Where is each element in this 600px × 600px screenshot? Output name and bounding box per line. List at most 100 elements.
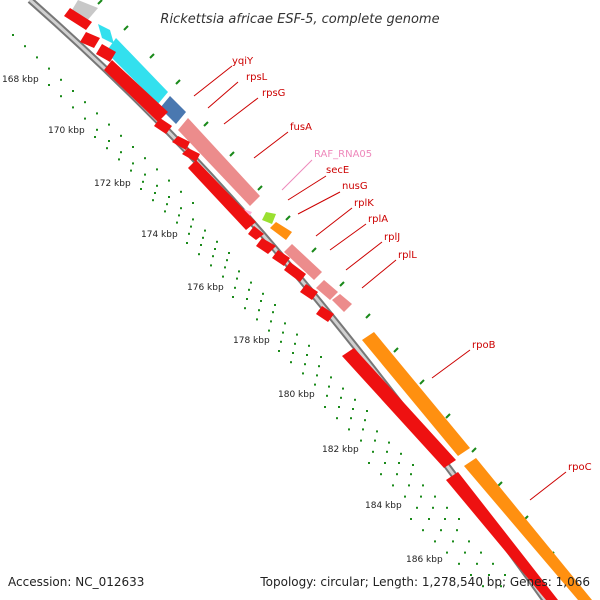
tick-dot-2-0	[94, 136, 96, 138]
tick-dot-3-6	[212, 255, 214, 258]
tick-dot-5-4	[280, 340, 282, 343]
feature-cyan-2	[106, 38, 168, 104]
tick-dot-5-9	[340, 396, 342, 399]
leader-RAF_RNA05	[281, 159, 313, 191]
tick-dot-6-7	[362, 428, 364, 431]
tick-dot-1-14	[216, 240, 218, 243]
tick-dot-4-4	[234, 286, 236, 289]
tick-dot-0-13	[168, 179, 170, 182]
tick-label-184: 184 kbp	[365, 501, 402, 511]
feature-gray	[72, 0, 98, 22]
tick-dot-3-2	[164, 210, 166, 213]
tick-dot-0-10	[132, 146, 134, 148]
ruler-dash-15	[497, 481, 503, 487]
ruler-dash-13	[445, 413, 451, 419]
leader-rplL	[361, 259, 397, 289]
tick-dot-3-7	[224, 266, 226, 269]
label-leaders	[193, 65, 567, 501]
tick-dot-4-9	[294, 342, 296, 345]
tick-dot-7-1	[336, 417, 338, 420]
ruler-dash-11	[393, 347, 399, 353]
tick-dot-2-4	[142, 180, 144, 183]
tick-dot-1-5	[108, 140, 110, 142]
tick-dot-1-11	[180, 207, 182, 210]
feature-red-9	[248, 226, 264, 240]
gene-label-rplJ: rplJ	[384, 232, 400, 243]
tick-dot-6-8	[374, 439, 376, 442]
map-title: Rickettsia africae ESF-5, complete genom…	[160, 12, 439, 27]
feature-rpoC	[464, 458, 592, 600]
leader-fusA	[253, 131, 289, 159]
gene-label-rpsL: rpsL	[246, 72, 268, 83]
tick-dot-7-5	[384, 462, 386, 464]
tick-dot-7-12	[468, 540, 470, 543]
tick-dot-9-2	[434, 540, 436, 543]
tick-dot-6-12	[422, 484, 424, 487]
tick-label-170: 170 kbp	[48, 126, 85, 136]
tick-dot-1-13	[204, 229, 206, 232]
tick-dot-5-3	[268, 329, 270, 332]
ruler-dash-7	[285, 215, 291, 221]
tick-dot-2-8	[190, 225, 192, 228]
tick-dot-1-1	[60, 95, 62, 98]
tick-dot-1-15	[228, 252, 230, 254]
tick-dot-5-0	[232, 296, 234, 298]
tick-dot-0-12	[156, 168, 158, 171]
tick-dot-8-0	[368, 462, 370, 464]
tick-dot-4-0	[186, 242, 188, 244]
tick-dot-1-4	[96, 128, 98, 131]
tick-dot-2-13	[250, 281, 252, 284]
backbone-outer	[27, 0, 548, 600]
ruler-dash-3	[175, 79, 181, 85]
tick-dot-4-1	[198, 253, 200, 256]
tick-dot-4-8	[282, 331, 284, 334]
ruler-dash-9	[339, 281, 345, 287]
tick-dot-9-5	[470, 574, 472, 576]
tick-dot-3-10	[260, 300, 262, 302]
tick-dot-9-3	[446, 551, 448, 554]
tick-dot-4-12	[330, 376, 332, 379]
ruler-dash-8	[311, 247, 317, 253]
leader-rpsL	[207, 81, 239, 109]
tick-dot-0-7	[96, 112, 98, 115]
gene-label-nusG: nusG	[342, 181, 368, 192]
tick-dot-6-3	[314, 383, 316, 386]
tick-dot-0-14	[180, 190, 182, 193]
tick-dot-7-14	[492, 562, 494, 565]
leader-yqiY	[193, 65, 233, 97]
leader-rplA	[329, 223, 367, 251]
leader-rplJ	[345, 241, 383, 271]
tick-dot-0-15	[192, 202, 194, 204]
feature-rplJ	[316, 280, 338, 300]
tick-dot-1-8	[144, 173, 146, 176]
ruler-dash-6	[257, 185, 263, 191]
feature-red-rpoC	[446, 472, 558, 600]
feature-red-2	[80, 32, 100, 48]
tick-dot-2-2	[118, 158, 120, 161]
tick-dot-2-15	[274, 304, 276, 306]
tick-dot-0-0	[12, 34, 14, 36]
tick-dot-4-2	[210, 264, 212, 267]
tick-dot-5-2	[256, 318, 258, 321]
tick-dot-8-6	[440, 529, 442, 532]
tick-dot-3-14	[308, 344, 310, 347]
tick-dot-8-4	[416, 506, 418, 509]
tick-dot-7-13	[480, 551, 482, 554]
tick-dot-0-3	[48, 67, 50, 70]
feature-rplL	[332, 294, 352, 312]
feature-red-1	[64, 8, 92, 30]
feature-red-rpoB	[342, 348, 456, 468]
tick-dot-8-8	[464, 551, 466, 554]
gene-label-rplL: rplL	[398, 250, 417, 261]
gene-label-rpoB: rpoB	[472, 340, 496, 351]
tick-dot-9-4	[458, 562, 460, 565]
tick-dot-3-12	[284, 322, 286, 325]
tick-dot-4-10	[306, 354, 308, 356]
tick-dot-3-8	[236, 277, 238, 280]
tick-dot-5-12	[376, 430, 378, 433]
tick-dot-6-11	[410, 473, 412, 476]
feature-red-12	[284, 262, 306, 282]
tick-dot-2-12	[238, 270, 240, 273]
